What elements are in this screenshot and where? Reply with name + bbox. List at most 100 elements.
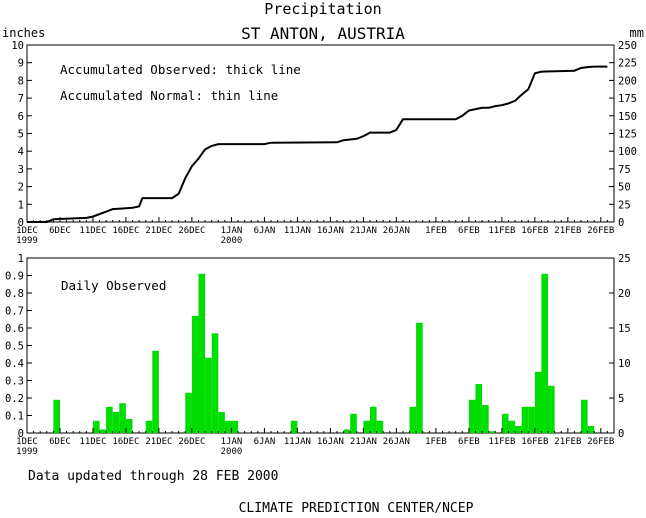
daily-bar	[515, 426, 522, 433]
accumulated-x-tick-label: 26FEB	[587, 226, 614, 236]
accumulated-right-tick-label: 150	[618, 111, 637, 123]
accumulated-right-tick-label: 75	[618, 164, 631, 176]
accumulated-left-tick-label: 2	[18, 182, 24, 194]
daily-bar	[587, 426, 595, 433]
daily-x-year-label: 2000	[221, 447, 243, 457]
daily-left-tick-label: 0	[18, 428, 24, 440]
daily-bar	[106, 406, 113, 434]
accumulated-left-tick-label: 9	[18, 58, 24, 70]
left-unit-label: inches	[2, 26, 45, 40]
daily-x-tick-label: 1DEC	[16, 437, 38, 447]
daily-x-tick-label: 26DEC	[178, 437, 205, 447]
daily-left-tick-label: 0.4	[5, 358, 24, 370]
daily-x-tick-label: 11JAN	[284, 437, 311, 447]
accumulated-right-tick-label: 100	[618, 146, 637, 158]
daily-right-tick-label: 5	[618, 393, 624, 405]
accumulated-x-tick-label: 6FEB	[458, 226, 480, 236]
daily-bar	[581, 399, 588, 434]
daily-x-axis: 1DEC 6DEC 11DEC 16DEC 21DEC 26DEC 1JAN 6JAN 11JA…	[16, 428, 614, 457]
accumulated-series	[27, 65, 608, 223]
daily-x-tick-label: 6JAN	[254, 437, 276, 447]
daily-left-tick-label: 0.6	[5, 323, 24, 335]
accumulated-x-tick-label: 6DEC	[49, 226, 71, 236]
daily-left-tick-label: 1	[18, 253, 24, 265]
accumulated-left-tick-label: 1	[18, 199, 24, 211]
daily-bar	[290, 420, 298, 434]
daily-bar	[343, 429, 351, 433]
accumulated-x-year-label: 2000	[221, 236, 243, 246]
daily-left-tick-label: 0.1	[5, 411, 24, 423]
accumulated-left-tick-label: 5	[18, 129, 24, 141]
accumulated-x-tick-label: 26JAN	[383, 226, 410, 236]
daily-x-tick-label: 1JAN	[221, 437, 243, 447]
daily-right-tick-label: 10	[618, 358, 631, 370]
daily-x-tick-label: 21JAN	[350, 437, 377, 447]
daily-panel: Daily Observed 0 0.1 0.2 0.3 0.4 0.5 0.6 0.7 0.8…	[5, 253, 631, 457]
daily-right-axis: 0 5 10 15 20 25	[609, 253, 631, 440]
daily-left-tick-label: 0.5	[5, 341, 24, 353]
daily-x-tick-label: 16FEB	[521, 437, 548, 447]
daily-bar	[488, 431, 496, 434]
accumulated-right-tick-label: 200	[618, 75, 637, 87]
accumulated-x-tick-label: 1DEC	[16, 226, 38, 236]
accumulated-right-tick-label: 50	[618, 182, 631, 194]
daily-right-tick-label: 0	[618, 428, 624, 440]
accumulated-legend-normal: Accumulated Normal: thin line	[60, 88, 278, 103]
daily-x-year-label: 1999	[16, 447, 38, 457]
daily-bar	[185, 392, 192, 434]
daily-bar	[501, 413, 509, 434]
accumulated-x-tick-label: 26DEC	[178, 226, 205, 236]
daily-bar	[205, 357, 212, 434]
daily-left-tick-label: 0.7	[5, 306, 24, 318]
daily-bar	[468, 399, 476, 434]
accumulated-x-tick-label: 1JAN	[221, 226, 243, 236]
daily-bar	[528, 406, 535, 434]
daily-x-tick-label: 21DEC	[145, 437, 172, 447]
daily-right-tick-label: 25	[618, 253, 631, 265]
accumulated-right-tick-label: 250	[618, 40, 637, 52]
daily-bar	[119, 403, 126, 434]
daily-right-tick-label: 20	[618, 288, 631, 300]
accumulated-left-tick-label: 0	[18, 217, 24, 229]
daily-left-tick-label: 0.9	[5, 271, 24, 283]
accumulated-panel: Accumulated Observed: thick line Accumul…	[11, 40, 637, 246]
accumulated-x-tick-label: 21JAN	[350, 226, 377, 236]
daily-bar	[350, 413, 357, 434]
daily-x-tick-label: 1FEB	[425, 437, 447, 447]
accumulated-left-tick-label: 10	[11, 40, 24, 52]
daily-x-tick-label: 11DEC	[79, 437, 106, 447]
daily-x-tick-label: 16JAN	[317, 437, 344, 447]
chart-title: Precipitation	[264, 0, 381, 18]
accumulated-legend-observed: Accumulated Observed: thick line	[60, 62, 301, 77]
daily-bar	[224, 420, 232, 434]
right-unit-label: mm	[630, 26, 644, 40]
daily-bar	[508, 420, 516, 434]
daily-bar	[152, 350, 159, 434]
daily-bar	[211, 333, 219, 434]
accumulated-right-tick-label: 0	[618, 217, 624, 229]
accumulated-observed-line	[27, 65, 608, 223]
daily-x-tick-label: 6FEB	[458, 437, 480, 447]
accumulated-x-tick-label: 21DEC	[145, 226, 172, 236]
daily-x-tick-label: 6DEC	[49, 437, 71, 447]
daily-x-tick-label: 26JAN	[383, 437, 410, 447]
accumulated-right-axis: 0 25 50 75 100 125 150 175 200 225 250	[609, 40, 637, 229]
daily-right-tick-label: 15	[618, 323, 631, 335]
daily-bar	[198, 273, 206, 434]
daily-bar	[541, 273, 548, 434]
accumulated-left-tick-label: 4	[18, 146, 24, 158]
accumulated-left-tick-label: 3	[18, 164, 24, 176]
chart-subtitle: ST ANTON, AUSTRIA	[241, 24, 405, 43]
accumulated-right-tick-label: 125	[618, 129, 637, 141]
daily-left-tick-label: 0.8	[5, 288, 24, 300]
daily-bar	[548, 385, 555, 434]
data-updated-note: Data updated through 28 FEB 2000	[28, 469, 278, 484]
accumulated-x-tick-label: 6JAN	[254, 226, 276, 236]
accumulated-x-year-label: 1999	[16, 236, 38, 246]
daily-bar	[534, 371, 542, 434]
daily-bar	[125, 419, 133, 433]
daily-bar	[521, 406, 529, 434]
daily-left-tick-label: 0.3	[5, 376, 24, 388]
accumulated-x-tick-label: 16DEC	[112, 226, 139, 236]
